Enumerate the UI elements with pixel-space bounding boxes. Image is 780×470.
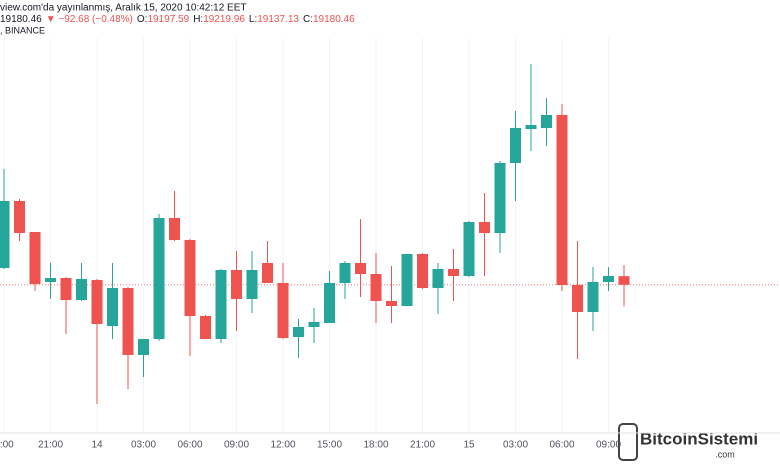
x-tick-label: 21:00 xyxy=(410,440,435,451)
candle-body xyxy=(45,278,56,282)
candle-body xyxy=(138,339,149,355)
watermark-sub: .com xyxy=(715,449,735,459)
candle-body xyxy=(169,218,180,240)
x-tick-label: 09:00 xyxy=(596,440,621,451)
candle-body xyxy=(618,276,630,285)
change: ▼ −92.68 (−0.48%) xyxy=(46,14,133,25)
candle-body xyxy=(324,283,335,323)
candle-body xyxy=(231,270,242,299)
candle-body xyxy=(308,322,320,327)
x-tick-label: 15:00 xyxy=(317,440,342,451)
x-tick-label: 15 xyxy=(463,440,475,451)
candle-body xyxy=(510,128,521,163)
x-tick-label: 09:00 xyxy=(224,440,249,451)
watermark: BitcoinSistemi .com xyxy=(618,423,758,461)
x-tick-label: 14 xyxy=(91,440,103,451)
ohlc-value: 19137.13 xyxy=(257,14,299,25)
ohlc-value: 19180.46 xyxy=(313,14,355,25)
ohlc-label: C: xyxy=(303,14,313,25)
candle-body xyxy=(339,263,351,283)
candle-body xyxy=(572,285,583,312)
candle-body xyxy=(479,222,490,233)
candle-body xyxy=(541,115,552,128)
chart-title: view.com'da yayınlanmış, Aralık 15, 2020… xyxy=(0,3,247,14)
candle-body xyxy=(0,201,10,268)
candle-body xyxy=(417,254,428,288)
candle-body xyxy=(60,278,72,300)
candle-body xyxy=(355,263,366,274)
x-tick-label: 03:00 xyxy=(131,440,156,451)
watermark-icon xyxy=(618,423,638,461)
x-tick-label: 06:00 xyxy=(177,440,202,451)
candle-body xyxy=(107,288,118,326)
candle-body xyxy=(386,301,397,306)
candle-body xyxy=(153,218,165,339)
x-tick-label: 8:00 xyxy=(0,440,14,451)
candle-body xyxy=(277,283,289,338)
candle-body xyxy=(76,279,87,300)
candle-body xyxy=(293,327,304,337)
x-tick-label: 03:00 xyxy=(503,440,528,451)
ohlc-label: H: xyxy=(193,14,203,25)
candle-body xyxy=(587,282,599,312)
exchange: , BINANCE xyxy=(0,25,45,35)
candle-body xyxy=(184,240,196,316)
x-tick-label: 06:00 xyxy=(549,440,574,451)
candle-body xyxy=(603,276,614,282)
watermark-text: BitcoinSistemi xyxy=(640,429,758,448)
candle-body xyxy=(262,263,273,283)
candle-body xyxy=(370,274,382,301)
ohlc-label: O: xyxy=(137,14,148,25)
candle-body xyxy=(401,254,413,306)
ohlc-value: 19219.96 xyxy=(203,14,245,25)
ohlc-label: L: xyxy=(249,14,257,25)
candle-body xyxy=(14,201,25,233)
candle-body xyxy=(463,222,475,276)
candle-body xyxy=(246,270,258,299)
ohlc-header: 19180.46 ▼ −92.68 (−0.48%) O:19197.59 H:192… xyxy=(0,14,355,25)
ohlc-value: 19197.59 xyxy=(147,14,189,25)
candle-body xyxy=(448,269,459,276)
x-tick-label: 12:00 xyxy=(270,440,295,451)
candle-body xyxy=(29,232,41,284)
candle-body xyxy=(91,280,103,324)
candle-body xyxy=(432,269,444,288)
candle-body xyxy=(556,115,568,285)
candle-body xyxy=(215,270,227,339)
x-tick-label: 18:00 xyxy=(363,440,388,451)
grid xyxy=(3,38,609,433)
candle-body xyxy=(525,125,537,129)
candle-body xyxy=(494,163,506,233)
candle-body xyxy=(200,316,211,339)
last-price: 19180.46 xyxy=(0,14,42,25)
x-tick-label: 21:00 xyxy=(38,440,63,451)
candle-body xyxy=(122,288,134,355)
